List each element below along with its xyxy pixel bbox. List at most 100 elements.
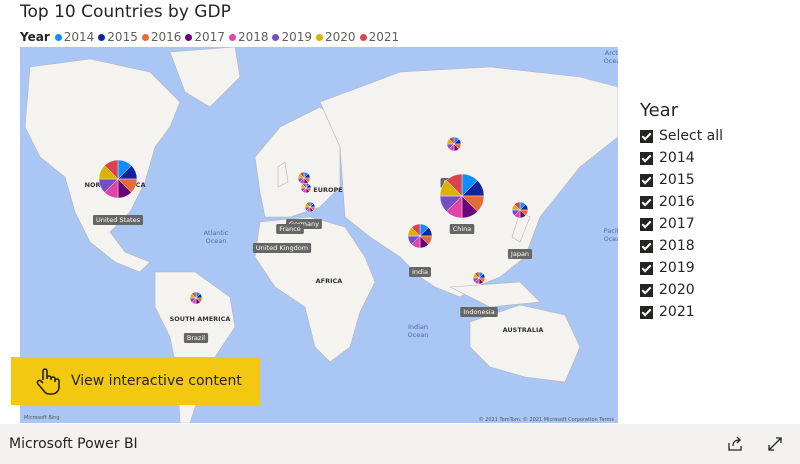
slicer-label: 2018 [659, 238, 695, 254]
region-label: AUSTRALIA [503, 326, 544, 334]
legend-label: 2015 [107, 30, 138, 44]
pie-slice [411, 223, 421, 237]
pie-slice [302, 182, 307, 189]
slicer-label: 2021 [659, 304, 695, 320]
checkbox [640, 195, 653, 209]
legend-label: 2014 [63, 30, 95, 44]
ocean-label: Ocean [604, 57, 618, 65]
slicer-item[interactable]: 2017 [640, 213, 723, 235]
pie [439, 173, 485, 219]
legend-dot [98, 33, 106, 41]
checkbox [640, 151, 653, 165]
country-tag [460, 307, 498, 317]
legend-item: 2021 [359, 30, 400, 44]
legend-item: 2018 [228, 30, 269, 44]
legend-label: 2020 [325, 30, 356, 44]
region-label: SOUTH AMERICA [170, 315, 231, 323]
country-label: Brazil [187, 334, 205, 342]
checkbox [640, 129, 653, 143]
checkbox [640, 305, 653, 319]
legend-item: 2014 [54, 30, 95, 44]
country-tag [409, 267, 431, 277]
legend-item: 2015 [98, 30, 138, 44]
map[interactable]: NORTH AMERICAEUROPEASIAAFRICASOUTH AMERI… [20, 47, 618, 423]
slicer-item[interactable]: 2019 [640, 257, 723, 279]
slicer-label: Select all [659, 128, 723, 144]
ocean-label: Ocean [408, 331, 429, 339]
interactive-button[interactable]: View interactive content [11, 357, 260, 405]
legend-dot [54, 33, 62, 41]
country-label: India [412, 268, 428, 276]
ocean-label: Atlantic [204, 229, 229, 237]
legend-label: 2018 [237, 30, 269, 44]
legend-item: 2020 [316, 30, 356, 44]
share-icon[interactable] [727, 436, 743, 452]
country-label: Japan [510, 250, 529, 258]
ocean-label: Arctic [605, 49, 618, 57]
report-title: Top 10 Countries by GDP [20, 2, 231, 22]
legend-item: 2019 [272, 30, 312, 44]
legend-label: 2019 [281, 30, 313, 44]
legend-dot [359, 33, 367, 41]
footer-label: Microsoft Power BI [9, 436, 138, 452]
ocean-label: Ocean [206, 237, 227, 245]
slicer-item[interactable]: Select all [640, 125, 723, 147]
expand-icon[interactable] [767, 436, 783, 452]
pie [407, 223, 433, 249]
attribution: Microsoft Bing [24, 415, 60, 421]
legend-label: 2016 [150, 30, 182, 44]
button-label: View interactive content [71, 373, 242, 389]
pie [446, 136, 462, 152]
pie [297, 171, 311, 185]
pie-slice [299, 171, 305, 179]
hand-icon [36, 368, 60, 395]
country-label: France [279, 225, 301, 233]
attribution: © 2021 TomTom, © 2021 Microsoft Corporat… [479, 416, 615, 423]
country-tag [507, 249, 533, 259]
slicer-label: 2017 [659, 216, 695, 232]
legend-item: 2016 [141, 30, 182, 44]
slicer-item[interactable]: 2016 [640, 191, 723, 213]
pie [300, 182, 312, 194]
slicer-item[interactable]: 2015 [640, 169, 723, 191]
legend-dot [272, 33, 280, 41]
pie-slice [448, 136, 455, 145]
pie-slice [104, 159, 119, 180]
slicer-item[interactable]: 2014 [640, 147, 723, 169]
legend: Year 2014 2015 2016 2017 2018 2019 2020 2021 [20, 30, 403, 44]
slicer: Year Select all 2014 2015 2016 2017 2018 2019 20… [640, 100, 723, 323]
slicer-item[interactable]: 2018 [640, 235, 723, 257]
legend-dot [185, 33, 193, 41]
legend-dot [228, 33, 236, 41]
pie-slice [446, 173, 463, 197]
country-tag [252, 243, 312, 253]
pie [189, 291, 203, 305]
country-label: Germany [289, 220, 319, 228]
slicer-item[interactable]: 2021 [640, 301, 723, 323]
pie-slice [191, 291, 197, 299]
footer: Microsoft Power BI [0, 424, 800, 464]
slicer-title: Year [640, 100, 679, 121]
ocean-label: Ocean [604, 235, 618, 243]
checkbox [640, 261, 653, 275]
legend-label: 2021 [368, 30, 400, 44]
pie [304, 201, 316, 213]
slicer-label: 2015 [659, 172, 695, 188]
country-tag [276, 224, 304, 234]
country-tag [183, 333, 209, 343]
country-label: Indonesia [463, 308, 494, 316]
slicer-item[interactable]: 2020 [640, 279, 723, 301]
slicer-label: 2020 [659, 282, 695, 298]
slicer-label: 2016 [659, 194, 695, 210]
country-label: United Kingdom [256, 244, 308, 252]
legend-label: 2017 [194, 30, 225, 44]
country-tag [449, 224, 475, 234]
country-tag [92, 215, 144, 225]
ocean-label: Pacific [604, 227, 618, 235]
pie-slice [514, 201, 521, 211]
checkbox [640, 173, 653, 187]
slicer-label: 2019 [659, 260, 695, 276]
checkbox [640, 239, 653, 253]
legend-title: Year [20, 30, 50, 44]
